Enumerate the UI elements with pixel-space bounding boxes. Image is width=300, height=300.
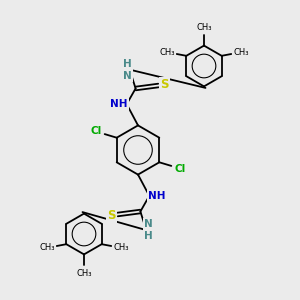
Text: CH₃: CH₃ [159, 48, 175, 57]
Text: CH₃: CH₃ [196, 22, 212, 32]
Text: H
N: H N [123, 59, 132, 81]
Text: N
H: N H [144, 219, 153, 241]
Text: S: S [160, 78, 169, 92]
Text: S: S [107, 208, 116, 222]
Text: CH₃: CH₃ [113, 243, 129, 252]
Text: NH: NH [110, 99, 128, 110]
Text: CH₃: CH₃ [39, 243, 55, 252]
Text: Cl: Cl [174, 164, 186, 174]
Text: NH: NH [148, 190, 166, 201]
Text: Cl: Cl [90, 126, 102, 136]
Text: CH₃: CH₃ [76, 268, 92, 278]
Text: CH₃: CH₃ [233, 48, 249, 57]
